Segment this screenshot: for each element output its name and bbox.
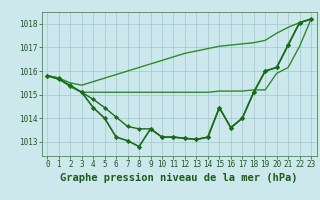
X-axis label: Graphe pression niveau de la mer (hPa): Graphe pression niveau de la mer (hPa) <box>60 173 298 183</box>
